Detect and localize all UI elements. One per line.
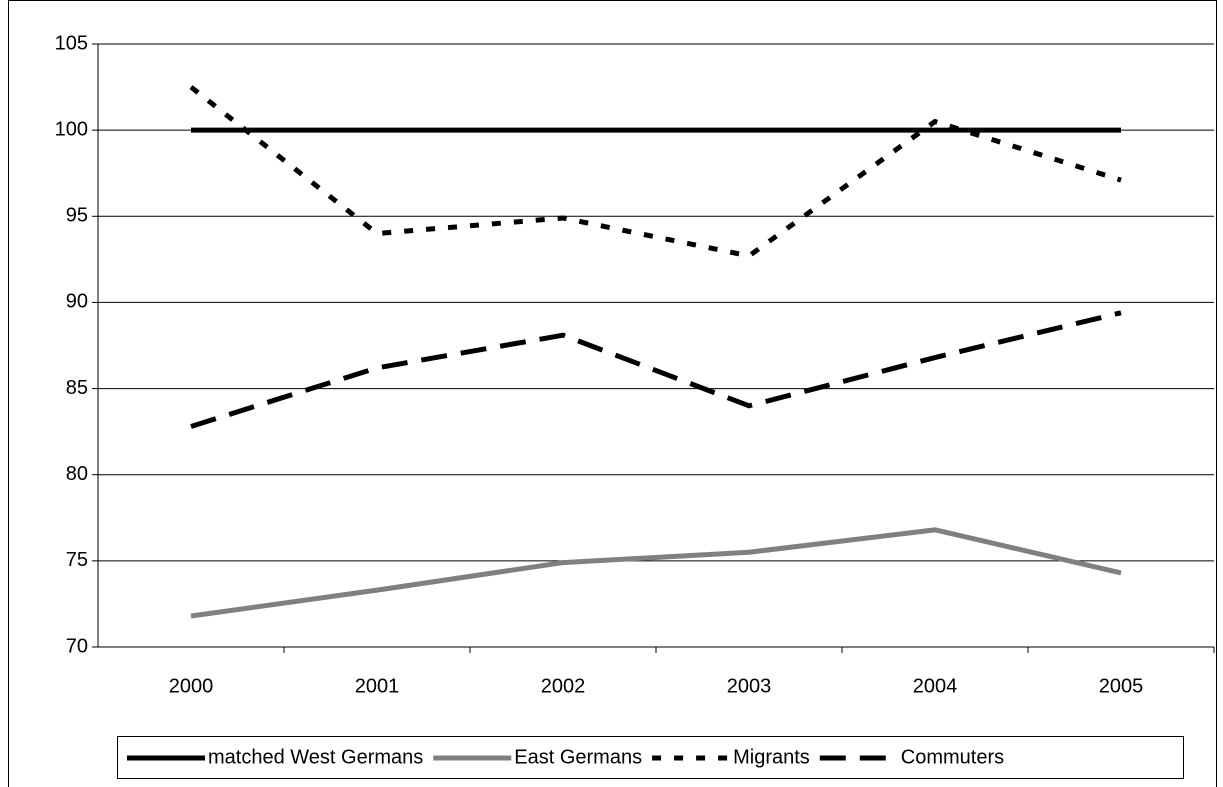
line-series: [190, 527, 1122, 619]
x-tick-label: 2000: [169, 675, 214, 697]
legend-box: [117, 736, 1184, 779]
x-tick-label: 2003: [727, 675, 772, 697]
x-tick-label: 2004: [913, 675, 958, 697]
y-tick-label: 105: [55, 32, 88, 54]
legend-label: East Germans: [514, 746, 642, 768]
legend-label: Commuters: [901, 746, 1004, 768]
legend-label: matched West Germans: [208, 746, 423, 768]
y-tick-label: 95: [66, 205, 88, 227]
x-tick-label: 2001: [355, 675, 400, 697]
x-tick-label: 2002: [541, 675, 586, 697]
y-tick-label: 80: [66, 463, 88, 485]
chart-frame: [8, 0, 1217, 787]
legend-label: Migrants: [733, 746, 810, 768]
y-tick-label: 75: [66, 549, 88, 571]
x-tick-label: 2005: [1099, 675, 1144, 697]
line-series: [189, 85, 1122, 259]
y-tick-label: 85: [66, 377, 88, 399]
y-tick-label: 70: [66, 635, 88, 657]
y-tick-label: 90: [66, 291, 88, 313]
y-tick-label: 100: [55, 118, 88, 140]
line-series: [190, 310, 1122, 429]
